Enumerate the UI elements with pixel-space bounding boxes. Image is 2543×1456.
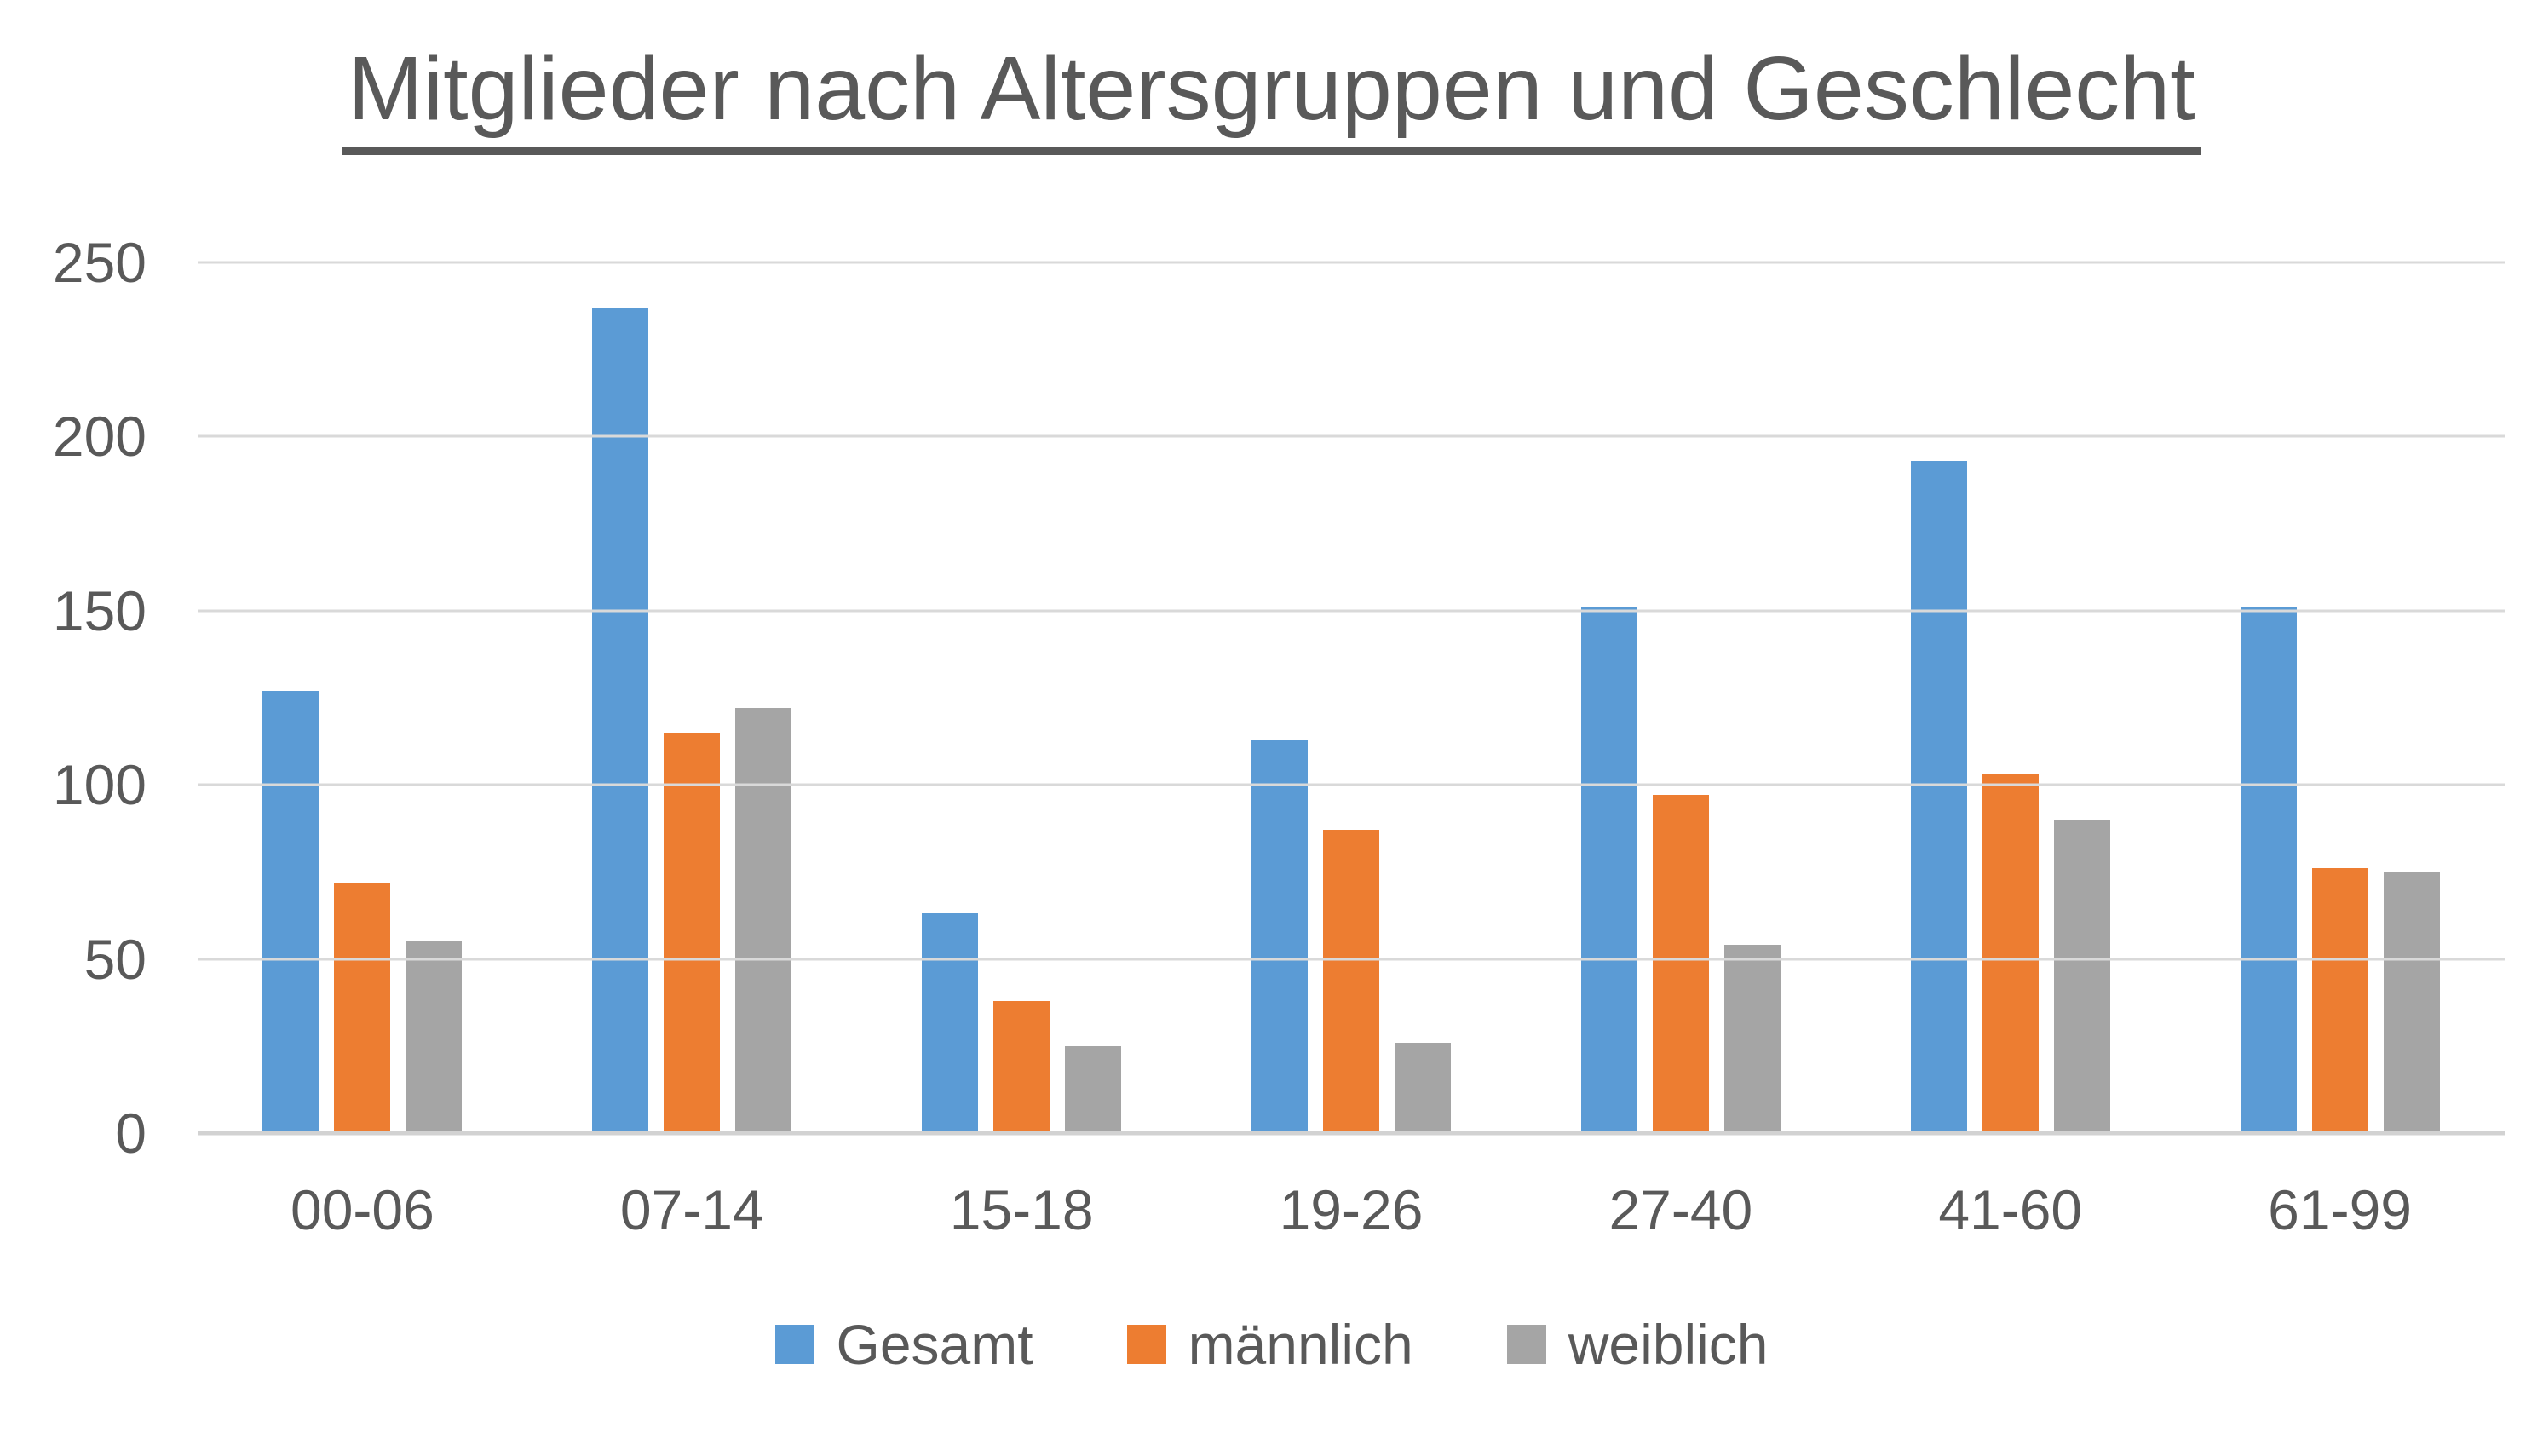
legend-label: weiblich [1568, 1313, 1769, 1376]
legend: Gesamt männlich weiblich [0, 1312, 2543, 1377]
bar-weiblich-27-40 [1723, 945, 1781, 1133]
bar-group-07-14 [527, 262, 857, 1133]
legend-item-männlich: männlich [1126, 1312, 1413, 1377]
chart-title-row: Mitglieder nach Altersgruppen und Geschl… [0, 32, 2543, 155]
bar-männlich-27-40 [1652, 795, 1709, 1133]
x-axis-labels: 00-06 07-14 15-18 19-26 27-40 41-60 61-99 [198, 1177, 2505, 1242]
bar-männlich-61-99 [2311, 868, 2368, 1133]
gridline-y-150 [198, 609, 2505, 613]
bar-weiblich-07-14 [735, 708, 792, 1133]
y-axis-tick-label-100: 100 [52, 753, 147, 817]
y-axis-tick-label-50: 50 [83, 927, 147, 991]
bar-group-41-60 [1845, 262, 2175, 1133]
bar-weiblich-61-99 [2383, 872, 2440, 1133]
x-axis-category-label-19-26: 19-26 [1279, 1178, 1424, 1241]
legend-swatch-icon [1506, 1325, 1546, 1364]
bar-männlich-41-60 [1982, 774, 2039, 1133]
gridline-y-250 [198, 261, 2505, 264]
bar-group-19-26 [1187, 262, 1516, 1133]
legend-swatch-icon [774, 1325, 814, 1364]
bar-Gesamt-27-40 [1580, 607, 1637, 1133]
gridline-y-100 [198, 783, 2505, 786]
bar-weiblich-00-06 [406, 941, 463, 1133]
bar-Gesamt-07-14 [592, 308, 649, 1133]
x-axis-category-label-61-99: 61-99 [2268, 1178, 2412, 1241]
bar-weiblich-15-18 [1065, 1045, 1122, 1133]
bar-weiblich-41-60 [2053, 820, 2110, 1133]
x-axis-category-label-07-14: 07-14 [619, 1178, 764, 1241]
bar-Gesamt-61-99 [2240, 607, 2297, 1133]
bar-männlich-19-26 [1323, 830, 1379, 1133]
bar-groups [198, 262, 2505, 1133]
legend-swatch-icon [1126, 1325, 1166, 1364]
bar-group-61-99 [2175, 262, 2505, 1133]
gridline-y-200 [198, 434, 2505, 438]
y-axis-tick-label-250: 250 [52, 231, 147, 294]
bar-Gesamt-15-18 [922, 913, 979, 1133]
chart-title: Mitglieder nach Altersgruppen und Geschl… [342, 32, 2201, 155]
x-axis-category-label-41-60: 41-60 [1938, 1178, 2083, 1241]
bar-weiblich-19-26 [1395, 1042, 1451, 1133]
x-axis-category-label-00-06: 00-06 [291, 1178, 434, 1241]
x-axis-category-label-15-18: 15-18 [949, 1178, 1094, 1241]
y-axis-tick-label-200: 200 [52, 405, 147, 469]
bar-Gesamt-41-60 [1910, 461, 1967, 1133]
bar-group-15-18 [857, 262, 1187, 1133]
bar-Gesamt-00-06 [262, 690, 319, 1133]
bar-group-00-06 [198, 262, 527, 1133]
bar-männlich-15-18 [993, 1000, 1050, 1133]
bar-männlich-00-06 [334, 882, 391, 1133]
x-axis-category-label-27-40: 27-40 [1608, 1178, 1753, 1241]
bar-männlich-07-14 [664, 732, 721, 1133]
legend-item-Gesamt: Gesamt [774, 1312, 1033, 1377]
legend-label: männlich [1188, 1313, 1413, 1376]
plot-area [198, 261, 2505, 1136]
gridline-y-0 [198, 1131, 2505, 1136]
bar-Gesamt-19-26 [1251, 740, 1308, 1133]
y-axis-tick-label-0: 0 [115, 1102, 147, 1165]
legend-label: Gesamt [836, 1313, 1033, 1376]
y-axis-tick-label-150: 150 [52, 578, 147, 642]
bar-group-27-40 [1516, 262, 1845, 1133]
gridline-y-50 [198, 958, 2505, 961]
legend-item-weiblich: weiblich [1506, 1312, 1769, 1377]
